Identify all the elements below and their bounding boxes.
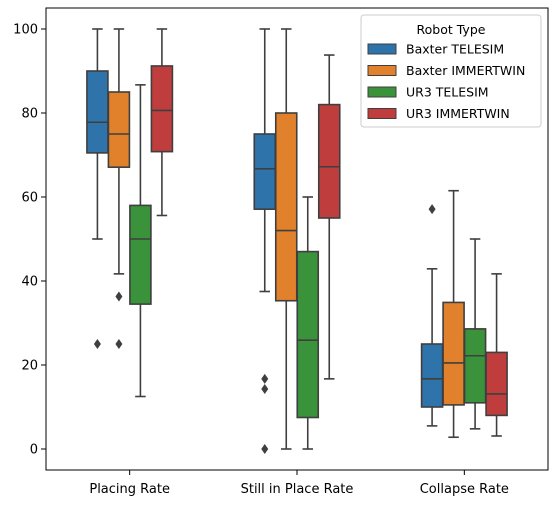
legend-frame: [360, 14, 542, 128]
box-group: [317, 54, 341, 380]
x-axis: Placing Rate Still in Place Rate Collapse …: [89, 470, 509, 497]
legend-label: UR3 TELESIM: [406, 85, 489, 100]
x-tick-label: Collapse Rate: [420, 482, 509, 497]
y-tick-label: 60: [21, 191, 38, 206]
box-group: [129, 84, 152, 398]
y-tick-label: 40: [21, 275, 38, 290]
legend-swatch: [367, 86, 397, 98]
legend-swatch: [367, 43, 397, 55]
y-tick-label: 0: [30, 443, 38, 458]
box-iqr: [442, 301, 465, 406]
boxes-layer: [86, 28, 508, 454]
box-group: [253, 28, 277, 454]
x-tick-label: Placing Rate: [89, 482, 170, 497]
outlier-point: [261, 373, 269, 384]
legend: Robot Type Baxter TELESIM Baxter IMMERTWI…: [360, 14, 542, 128]
box-iqr: [150, 65, 174, 153]
box-iqr: [317, 103, 341, 219]
box-group: [463, 238, 487, 430]
legend-item: UR3 TELESIM: [367, 85, 489, 100]
legend-label: UR3 IMMERTWIN: [406, 106, 510, 121]
box-group: [296, 196, 320, 450]
box-iqr: [253, 133, 277, 210]
box-iqr: [129, 204, 152, 305]
box-iqr: [485, 351, 508, 417]
box-iqr: [274, 112, 298, 302]
box-iqr: [86, 70, 109, 154]
y-axis: 0 20 40 60 80 100: [13, 23, 46, 458]
outlier-point: [428, 204, 436, 215]
outlier-point: [93, 339, 101, 349]
legend-title: Robot Type: [417, 22, 486, 37]
y-tick-label: 100: [13, 23, 38, 38]
outlier-point: [261, 383, 269, 394]
legend-item: Baxter TELESIM: [367, 42, 504, 57]
box-iqr: [420, 343, 444, 408]
box-group: [274, 28, 298, 450]
legend-swatch: [367, 65, 397, 76]
box-group: [420, 204, 444, 427]
box-group: [442, 189, 465, 439]
box-group: [150, 28, 174, 217]
legend-label: Baxter IMMERTWIN: [406, 63, 525, 78]
legend-item: Baxter IMMERTWIN: [367, 63, 525, 78]
legend-label: Baxter TELESIM: [406, 42, 504, 57]
box-group: [107, 28, 131, 349]
box-group: [485, 273, 508, 437]
y-tick-label: 80: [21, 107, 38, 122]
box-iqr: [107, 91, 131, 168]
outlier-point: [115, 291, 123, 302]
outlier-point: [261, 444, 269, 454]
outlier-point: [115, 339, 123, 349]
box-iqr: [463, 328, 487, 404]
legend-item: UR3 IMMERTWIN: [367, 106, 510, 121]
box-iqr: [296, 250, 320, 419]
box-group: [86, 28, 109, 349]
x-tick-label: Still in Place Rate: [241, 482, 354, 497]
y-tick-label: 20: [21, 359, 38, 374]
legend-items: Baxter TELESIM Baxter IMMERTWIN UR3 TELESI…: [367, 42, 525, 121]
legend-swatch: [367, 108, 397, 119]
